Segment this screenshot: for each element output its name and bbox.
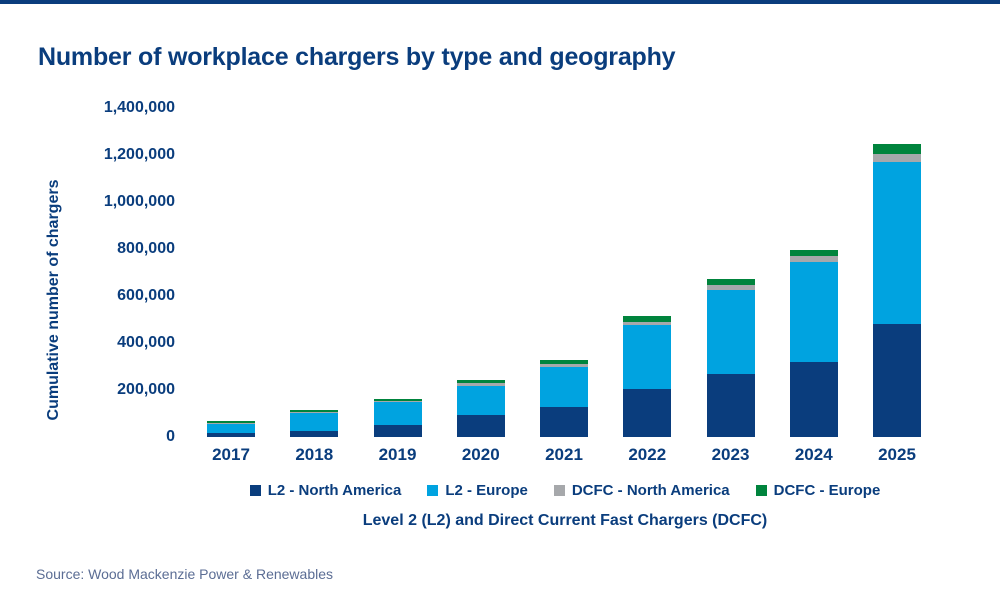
bar-segment (873, 143, 921, 155)
legend-label: DCFC - Europe (773, 482, 881, 499)
bar-segment (373, 401, 422, 403)
legend: L2 - North America L2 - Europe DCFC - Nort… (190, 482, 940, 499)
bar-segment (789, 361, 838, 437)
bar-segment (456, 380, 505, 384)
y-tick-label: 400,000 (117, 334, 175, 351)
bar-segment (873, 154, 921, 163)
bar-segment (456, 383, 505, 387)
bar-segment (207, 433, 255, 437)
y-tick-label: 600,000 (117, 287, 175, 304)
bar-segment (540, 366, 588, 407)
legend-item: DCFC - Europe (755, 482, 881, 499)
x-tick-label: 2017 (212, 445, 250, 464)
bar-segment (540, 363, 588, 367)
plot-area: 2017 2018 2019 2020 2021 2022 2023 2024 2025 (190, 108, 940, 464)
bar-segment (373, 424, 422, 437)
y-axis-ticks: 0 200,000 400,000 600,000 800,000 1,000,000 1,… (78, 99, 175, 445)
bar-segment (706, 290, 755, 375)
x-tick-label: 2020 (461, 445, 500, 464)
y-axis-title: Cumulative number of chargers (45, 179, 62, 421)
y-tick-label: 200,000 (117, 381, 175, 398)
x-axis-caption: Level 2 (L2) and Direct Current Fast Cha… (362, 512, 768, 529)
y-tick-label: 1,400,000 (103, 99, 175, 116)
legend-item: L2 - North America (249, 482, 402, 499)
legend-swatch (755, 485, 767, 496)
x-tick-label: 2025 (878, 445, 916, 464)
legend-swatch (553, 485, 565, 496)
bar-segment (789, 261, 838, 362)
y-tick-label: 1,000,000 (103, 193, 175, 210)
bar-segment (706, 374, 755, 437)
legend-swatch (427, 485, 439, 496)
legend-label: L2 - Europe (445, 482, 528, 499)
x-tick-label: 2024 (794, 445, 833, 464)
y-tick-label: 800,000 (117, 240, 175, 257)
y-tick-label: 1,200,000 (103, 146, 175, 163)
bar-segment (623, 388, 672, 437)
bar-segment (290, 411, 339, 413)
bar-segment (540, 406, 588, 437)
bar-segment (290, 412, 339, 431)
bar-segment (706, 279, 755, 286)
bar-segment (207, 423, 255, 434)
bar-segment (207, 422, 255, 424)
legend-label: DCFC - North America (571, 482, 730, 499)
bar-segment (456, 414, 505, 437)
x-tick-label: 2021 (545, 445, 583, 464)
y-tick-label: 0 (166, 428, 175, 445)
bar-segment (623, 316, 672, 323)
legend-swatch (249, 485, 261, 496)
legend-item: L2 - Europe (427, 482, 528, 499)
bar-segment (873, 162, 921, 325)
x-tick-label: 2019 (378, 445, 417, 464)
bar-segment (873, 324, 921, 437)
bar-segment (540, 360, 588, 364)
bar-segment (290, 409, 339, 412)
x-tick-label: 2018 (295, 445, 334, 464)
bar-segment (623, 322, 672, 326)
bar-segment (623, 325, 672, 389)
chart-title: Number of workplace chargers by type and… (38, 42, 676, 71)
bar-segment (706, 285, 755, 291)
source-note: Source: Wood Mackenzie Power & Renewable… (36, 566, 334, 582)
bar-segment (456, 386, 505, 415)
x-tick-label: 2022 (628, 445, 667, 464)
bar-segment (789, 255, 838, 262)
bar-segment (373, 402, 422, 425)
legend-label: L2 - North America (267, 482, 402, 499)
bar-segment (373, 399, 422, 402)
x-tick-label: 2023 (711, 445, 750, 464)
top-border-accent (0, 0, 1000, 4)
bar-segment (789, 249, 838, 256)
legend-item: DCFC - North America (553, 482, 730, 499)
bar-segment (207, 421, 255, 423)
bar-segment (290, 430, 339, 437)
